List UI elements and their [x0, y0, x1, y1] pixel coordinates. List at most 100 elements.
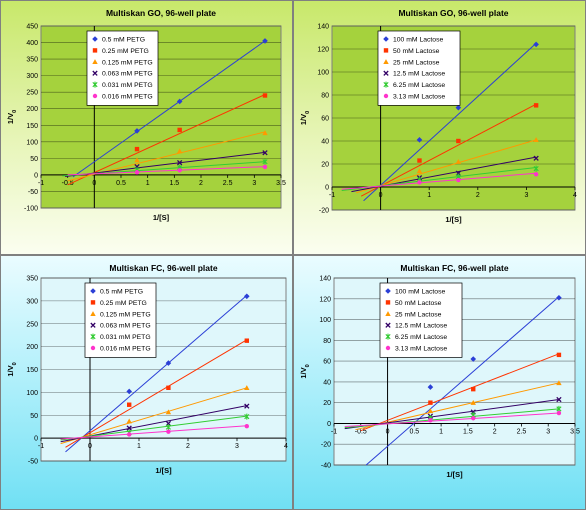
trendline-100-mm-lactose [363, 42, 537, 202]
legend-marker [385, 333, 391, 340]
legend-marker [90, 333, 96, 340]
data-point-25-mm-lactose [556, 380, 562, 386]
legend-marker [92, 93, 98, 99]
trendline-0-063-mm-petg [64, 151, 266, 178]
chart-panel-go-petg: -100 -50 0 50 100 150 200 250 300 350 400 450 -1 -0.5… [0, 0, 293, 255]
data-point-3-13-mm-lactose [533, 172, 539, 177]
x-tick-label: 1 [146, 180, 150, 187]
legend-marker [90, 311, 96, 316]
data-point-3-13-mm-lactose [556, 410, 562, 416]
legend-entry-50-mm-lactose: 50 mM Lactose [395, 300, 442, 307]
y-tick-label: -50 [28, 459, 38, 466]
y-tick-label: 50 [30, 413, 38, 420]
data-point-12-5-mm-lactose [556, 396, 562, 403]
data-point-0-5-mm-petg [244, 293, 250, 300]
y-axis-title: 1/V0 [299, 364, 311, 378]
data-point-6-25-mm-lactose [533, 165, 539, 172]
x-axis-title: 1/[S] [446, 470, 463, 479]
legend-marker [92, 36, 98, 42]
x-tick-label: 1 [439, 428, 443, 435]
legend-entry-0-125-mm-petg: 0.125 mM PETG [100, 311, 151, 318]
trendline-0-125-mm-petg [60, 387, 247, 445]
y-tick-label: 100 [26, 139, 38, 146]
data-point-25-mm-lactose [427, 408, 434, 414]
legend-marker [90, 345, 96, 351]
y-tick-label: 20 [321, 162, 329, 169]
x-tick-label: 3.5 [570, 428, 580, 435]
legend-entry-0-031-mm-petg: 0.031 mM PETG [100, 334, 151, 341]
y-tick-label: 200 [26, 106, 38, 113]
legend-marker [92, 70, 98, 76]
data-point-0-5-mm-petg [176, 98, 183, 105]
data-point-25-mm-lactose [533, 137, 539, 143]
x-tick-label: 2 [476, 192, 480, 199]
data-point-0-5-mm-petg [126, 388, 132, 395]
y-tick-label: 40 [321, 139, 329, 146]
legend-box [377, 30, 461, 106]
y-tick-label: 140 [317, 24, 329, 31]
trendline-0-016-mm-petg [60, 425, 247, 440]
data-point-25-mm-lactose [455, 159, 462, 164]
y-tick-label: 200 [26, 344, 38, 351]
data-point-100-mm-lactose [556, 294, 562, 301]
legend-entry-50-mm-lactose: 50 mM Lactose [393, 48, 440, 55]
x-tick-label: 1.5 [463, 428, 473, 435]
chart-panel-fc-petg: -50050100150200250300350-101234Multiskan… [0, 255, 293, 510]
data-point-0-125-mm-petg [176, 148, 183, 154]
trendline-12-5-mm-lactose [344, 399, 560, 430]
x-tick-label: 3 [546, 428, 550, 435]
data-point-0-063-mm-petg [244, 403, 250, 409]
y-tick-label: 60 [323, 359, 331, 366]
y-tick-label: 140 [319, 276, 331, 283]
y-tick-label: 300 [26, 298, 38, 305]
data-point-0-5-mm-petg [262, 38, 268, 44]
x-tick-label: 0.5 [116, 180, 126, 187]
legend-entry-100-mm-lactose: 100 mM Lactose [395, 289, 445, 296]
y-tick-label: 40 [323, 379, 331, 386]
y-tick-label: 0 [34, 436, 38, 443]
legend-marker [385, 322, 391, 328]
chart-title: Multiskan FC, 96-well plate [400, 263, 508, 273]
y-tick-label: 300 [26, 73, 38, 80]
legend-marker [383, 70, 389, 76]
y-tick-label: 250 [26, 90, 38, 97]
trendline-0-5-mm-petg [65, 295, 248, 453]
x-tick-label: 4 [573, 192, 577, 199]
y-axis-title: 1/V0 [6, 110, 18, 124]
y-tick-label: 100 [26, 390, 38, 397]
x-tick-label: 1 [137, 443, 141, 450]
data-point-100-mm-lactose [427, 384, 434, 390]
legend-marker [383, 59, 389, 64]
data-point-0-016-mm-petg [244, 424, 249, 429]
legend-entry-0-016-mm-petg: 0.016 mM PETG [102, 94, 153, 101]
chart-panel-fc-lactose: -40-20020406080100120140-1-0.500.511.522… [293, 255, 586, 510]
y-tick-label: 150 [26, 367, 38, 374]
trendline-25-mm-lactose [355, 382, 560, 431]
y-tick-label: 0 [327, 421, 331, 428]
y-tick-label: -20 [319, 208, 329, 215]
y-tick-label: 250 [26, 321, 38, 328]
data-point-100-mm-lactose [455, 104, 462, 111]
y-tick-label: 400 [26, 40, 38, 47]
legend-entry-0-063-mm-petg: 0.063 mM PETG [102, 71, 153, 78]
data-point-0-016-mm-petg [134, 170, 140, 175]
y-axis-title: 1/V0 [299, 111, 311, 125]
y-axis-title: 1/V0 [6, 362, 18, 376]
data-point-0-016-mm-petg [177, 168, 182, 173]
legend-box [86, 30, 159, 106]
data-point-0-25-mm-petg [177, 127, 182, 133]
legend-box [84, 282, 157, 358]
data-point-3-13-mm-lactose [428, 418, 433, 423]
data-point-0-125-mm-petg [134, 157, 140, 163]
chart-svg-fc-petg: -50050100150200250300350-101234Multiskan… [6, 263, 288, 475]
x-tick-label: 3 [252, 180, 256, 187]
chart-title: Multiskan GO, 96-well plate [398, 8, 508, 18]
data-point-0-125-mm-petg [244, 385, 250, 390]
data-point-50-mm-lactose [428, 400, 433, 405]
y-tick-label: 450 [26, 24, 38, 31]
legend-marker [385, 311, 391, 316]
data-point-0-25-mm-petg [134, 146, 140, 152]
trendline-0-031-mm-petg [60, 415, 247, 441]
